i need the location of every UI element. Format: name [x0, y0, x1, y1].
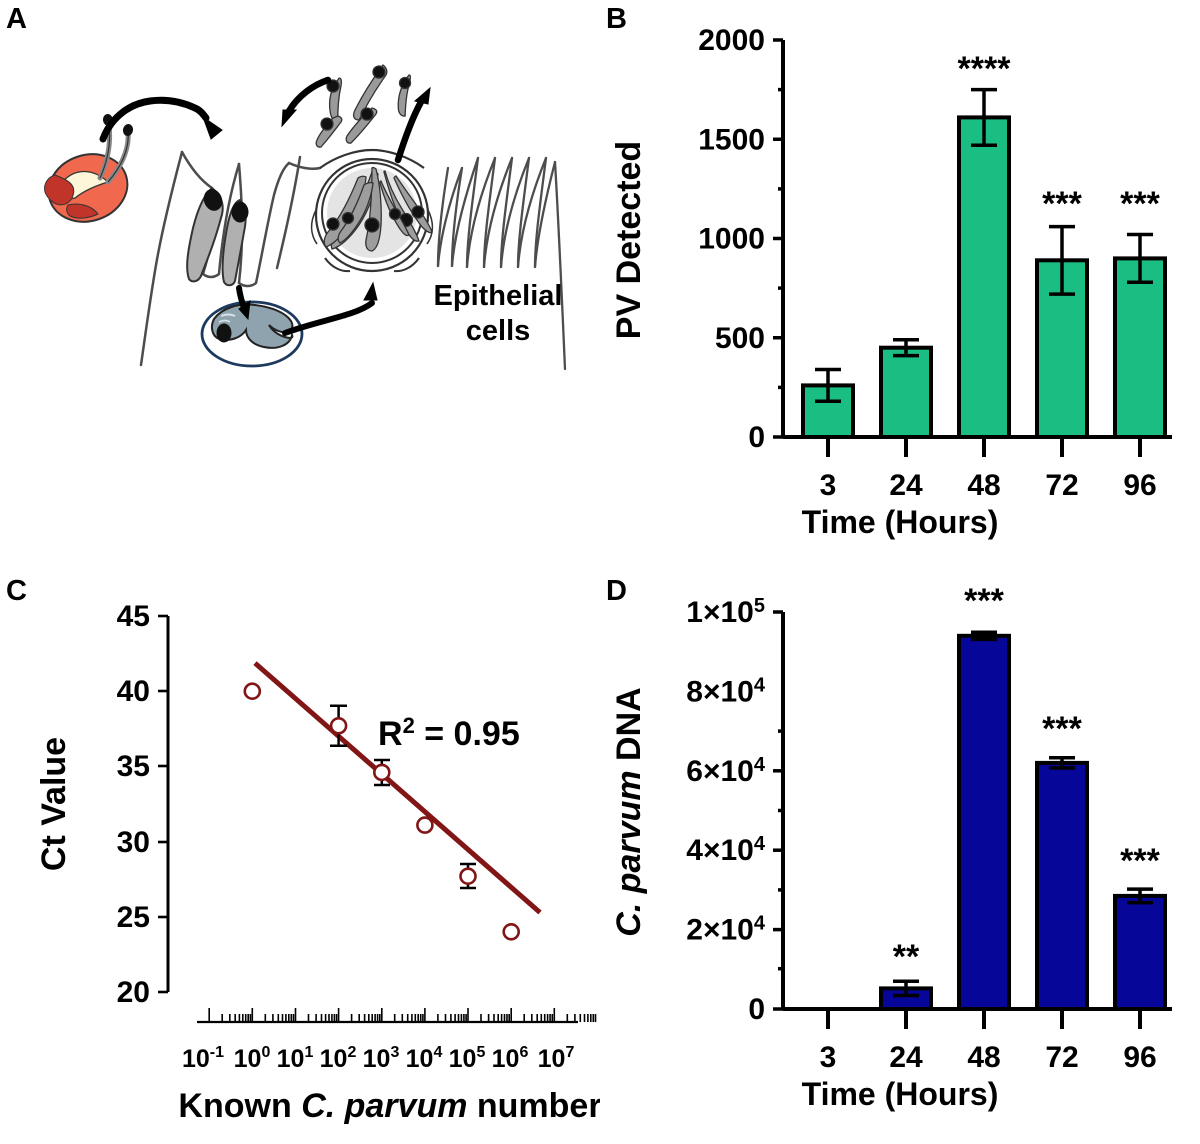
- svg-text:24: 24: [889, 469, 923, 502]
- svg-text:***: ***: [1042, 710, 1082, 748]
- svg-text:25: 25: [117, 901, 150, 934]
- svg-text:4×104: 4×104: [686, 833, 766, 867]
- svg-text:1000: 1000: [698, 223, 765, 256]
- svg-text:20: 20: [117, 976, 150, 1009]
- svg-text:103: 103: [363, 1044, 400, 1073]
- svg-text:Known C. parvum number: Known C. parvum number: [178, 1087, 600, 1125]
- svg-text:Ct Value: Ct Value: [35, 737, 73, 871]
- svg-text:Time (Hours): Time (Hours): [802, 1076, 999, 1112]
- svg-text:2×104: 2×104: [686, 913, 766, 947]
- svg-text:500: 500: [715, 322, 765, 355]
- svg-text:3: 3: [820, 1041, 837, 1074]
- svg-text:****: ****: [958, 50, 1012, 88]
- svg-text:102: 102: [320, 1044, 357, 1073]
- svg-text:72: 72: [1045, 1041, 1078, 1074]
- svg-text:72: 72: [1045, 469, 1078, 502]
- svg-text:8×104: 8×104: [686, 674, 766, 708]
- svg-text:0: 0: [748, 421, 765, 454]
- svg-text:30: 30: [117, 826, 150, 859]
- svg-text:Epithelial: Epithelial: [434, 280, 563, 312]
- svg-text:48: 48: [967, 469, 1000, 502]
- svg-text:C. parvum DNA: C. parvum DNA: [610, 687, 648, 936]
- svg-text:***: ***: [1042, 185, 1082, 223]
- svg-text:6×104: 6×104: [686, 754, 766, 788]
- svg-text:96: 96: [1123, 469, 1156, 502]
- svg-text:35: 35: [117, 750, 150, 783]
- svg-text:***: ***: [1120, 842, 1160, 880]
- svg-text:24: 24: [889, 1041, 923, 1074]
- svg-text:48: 48: [967, 1041, 1000, 1074]
- svg-text:1×105: 1×105: [686, 595, 765, 629]
- svg-text:104: 104: [406, 1044, 443, 1073]
- svg-text:101: 101: [277, 1044, 314, 1073]
- svg-text:PV Detected: PV Detected: [610, 141, 648, 339]
- svg-text:100: 100: [234, 1044, 271, 1073]
- svg-text:40: 40: [117, 675, 150, 708]
- svg-text:107: 107: [538, 1044, 575, 1073]
- svg-text:106: 106: [492, 1044, 529, 1073]
- svg-text:***: ***: [964, 582, 1004, 620]
- svg-text:3: 3: [820, 469, 837, 502]
- svg-text:45: 45: [117, 600, 150, 633]
- svg-text:0: 0: [748, 993, 765, 1026]
- svg-text:***: ***: [1120, 185, 1160, 223]
- svg-text:1500: 1500: [698, 123, 765, 156]
- svg-text:**: **: [893, 938, 920, 976]
- svg-text:105: 105: [449, 1044, 486, 1073]
- svg-text:10-1: 10-1: [182, 1044, 224, 1073]
- svg-text:cells: cells: [466, 315, 531, 347]
- svg-text:2000: 2000: [698, 24, 765, 57]
- svg-text:R2 = 0.95: R2 = 0.95: [378, 713, 520, 753]
- svg-text:Time (Hours): Time (Hours): [802, 504, 999, 540]
- svg-text:96: 96: [1123, 1041, 1156, 1074]
